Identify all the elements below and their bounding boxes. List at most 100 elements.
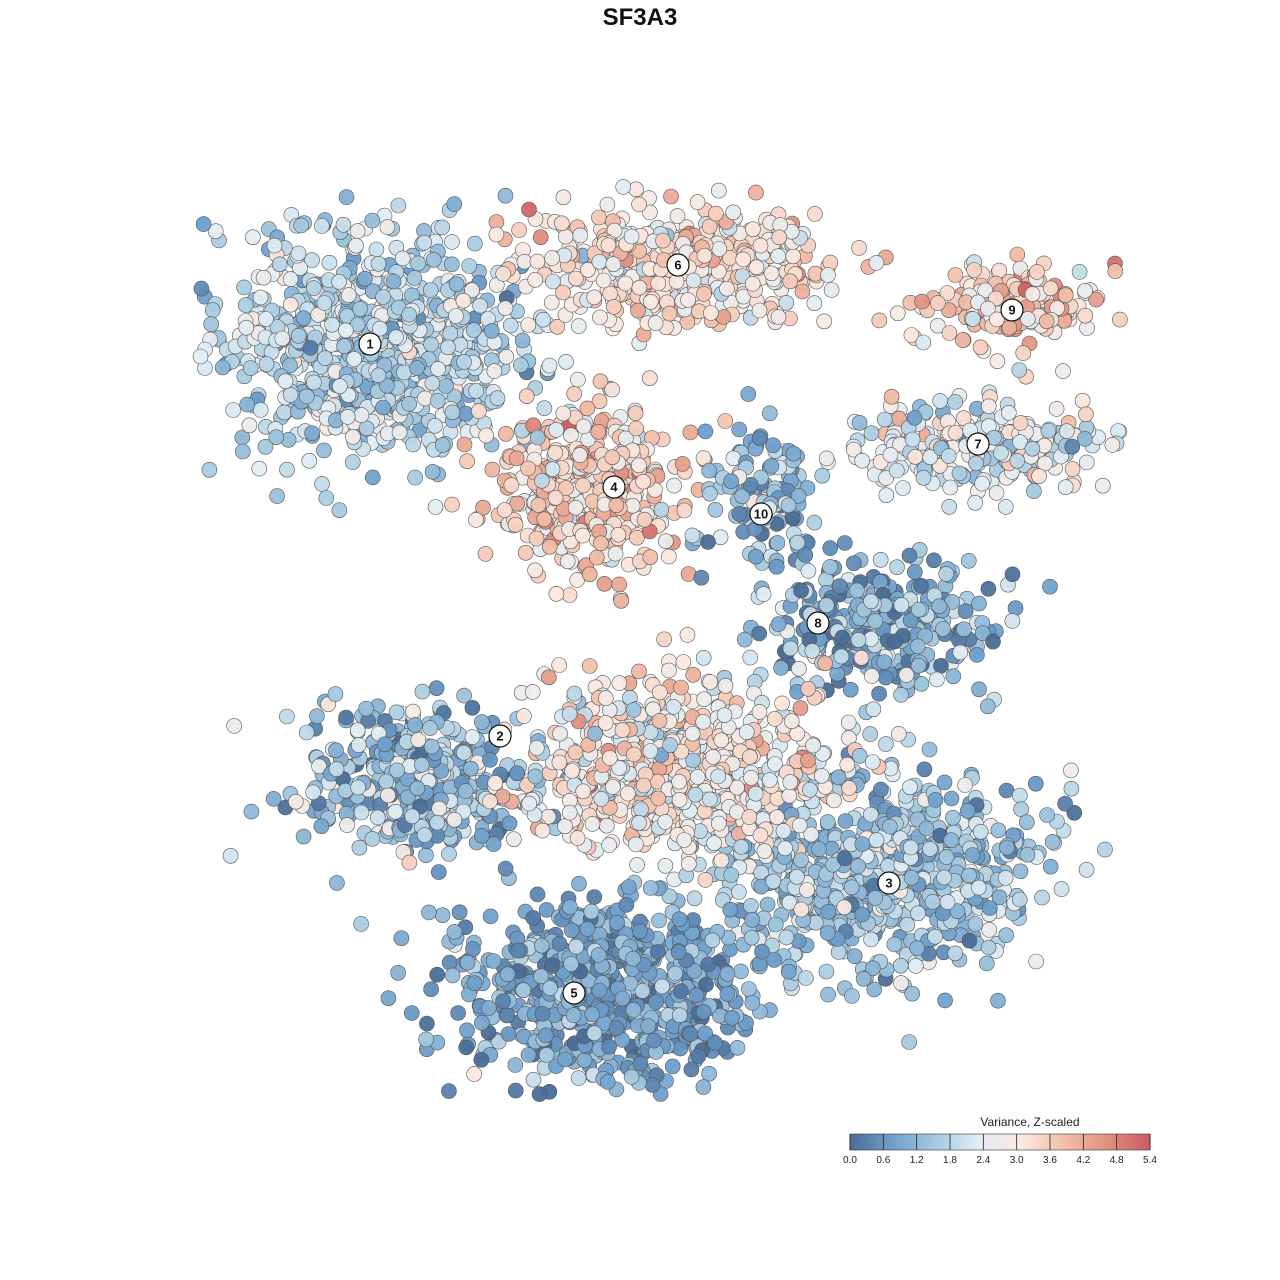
cell-point bbox=[405, 436, 422, 453]
cell-point bbox=[1097, 841, 1113, 858]
cell-point bbox=[541, 669, 557, 686]
cell-point bbox=[723, 473, 739, 490]
cell-point bbox=[918, 820, 935, 837]
cell-point bbox=[1064, 438, 1080, 455]
cell-point bbox=[409, 780, 426, 797]
cell-point bbox=[1028, 775, 1044, 792]
cell-point bbox=[572, 227, 589, 244]
cell-point bbox=[820, 267, 836, 283]
cell-point bbox=[339, 409, 356, 425]
cell-point bbox=[773, 660, 789, 676]
cell-point bbox=[628, 181, 644, 198]
cell-point bbox=[1012, 863, 1029, 880]
cell-point bbox=[488, 226, 505, 243]
cell-point bbox=[613, 592, 630, 609]
chart-title: SF3A3 bbox=[602, 4, 678, 31]
cell-point bbox=[465, 322, 482, 339]
cell-point bbox=[611, 576, 628, 593]
cell-point bbox=[509, 765, 525, 782]
cell-point bbox=[741, 981, 757, 997]
cell-point bbox=[1055, 363, 1071, 379]
cell-point bbox=[446, 196, 463, 212]
cell-point bbox=[961, 932, 978, 949]
cell-point bbox=[1000, 404, 1017, 421]
cell-point bbox=[818, 963, 835, 980]
cell-point bbox=[782, 640, 799, 657]
cell-point bbox=[405, 703, 421, 720]
cell-point bbox=[331, 378, 348, 395]
cell-point bbox=[886, 936, 903, 953]
cell-point bbox=[780, 497, 797, 514]
cell-point bbox=[403, 1005, 420, 1021]
cell-point bbox=[459, 453, 475, 470]
cell-point bbox=[565, 1007, 582, 1023]
cell-point bbox=[324, 316, 340, 333]
cell-point bbox=[498, 348, 515, 365]
cell-point bbox=[368, 241, 385, 258]
cell-point bbox=[664, 1058, 681, 1075]
cell-point bbox=[933, 657, 949, 674]
cell-point bbox=[555, 405, 572, 422]
cell-point bbox=[596, 575, 613, 592]
cell-point bbox=[225, 402, 241, 418]
cell-point bbox=[563, 956, 579, 972]
cell-point bbox=[910, 657, 927, 674]
cell-point bbox=[667, 965, 684, 982]
cell-point bbox=[903, 869, 920, 886]
cell-point bbox=[567, 270, 584, 287]
cell-point bbox=[364, 212, 381, 229]
cell-point bbox=[444, 496, 460, 513]
cell-point bbox=[1011, 787, 1028, 804]
cell-point bbox=[418, 847, 434, 864]
cell-point bbox=[485, 953, 502, 969]
cell-point bbox=[672, 1040, 689, 1057]
cell-point bbox=[352, 301, 368, 317]
cell-point bbox=[1009, 452, 1026, 469]
cell-point bbox=[293, 217, 310, 234]
cell-point bbox=[591, 982, 608, 999]
cell-point bbox=[680, 292, 696, 308]
cell-point bbox=[935, 621, 951, 637]
cell-point bbox=[423, 981, 439, 998]
cell-point bbox=[642, 293, 659, 310]
cell-point bbox=[298, 388, 315, 405]
cell-point bbox=[863, 425, 880, 442]
cell-point bbox=[536, 511, 553, 528]
cell-point bbox=[329, 875, 345, 891]
cell-point bbox=[431, 800, 448, 817]
cell-point bbox=[700, 956, 717, 973]
cell-point bbox=[441, 1083, 457, 1099]
cell-point bbox=[414, 683, 431, 700]
cell-point bbox=[276, 404, 293, 421]
cell-point bbox=[851, 414, 868, 431]
cell-point bbox=[571, 875, 587, 892]
cell-point bbox=[1024, 286, 1041, 302]
cell-point bbox=[1038, 313, 1055, 330]
cell-point bbox=[483, 323, 500, 339]
cell-point bbox=[497, 300, 514, 317]
cell-point bbox=[731, 884, 747, 900]
cell-point bbox=[916, 761, 933, 778]
cell-point bbox=[1004, 613, 1021, 629]
cell-point bbox=[931, 598, 948, 615]
cell-point bbox=[430, 361, 446, 377]
cell-point bbox=[685, 272, 702, 289]
cell-point bbox=[970, 879, 987, 896]
cell-point bbox=[904, 985, 921, 1002]
cell-point bbox=[713, 852, 730, 869]
cell-point bbox=[625, 950, 641, 967]
cell-point bbox=[799, 882, 815, 898]
cell-point bbox=[304, 425, 320, 442]
cell-point bbox=[666, 477, 682, 494]
cell-point bbox=[241, 417, 258, 434]
cell-point bbox=[676, 502, 693, 519]
cell-point bbox=[496, 502, 513, 518]
cell-point bbox=[719, 966, 736, 982]
cell-point bbox=[980, 580, 997, 597]
cell-point bbox=[1057, 479, 1074, 496]
cell-point bbox=[520, 1047, 537, 1063]
cell-point bbox=[353, 804, 370, 821]
cell-point bbox=[357, 270, 373, 287]
cell-point bbox=[607, 545, 624, 562]
cell-point bbox=[434, 907, 451, 924]
